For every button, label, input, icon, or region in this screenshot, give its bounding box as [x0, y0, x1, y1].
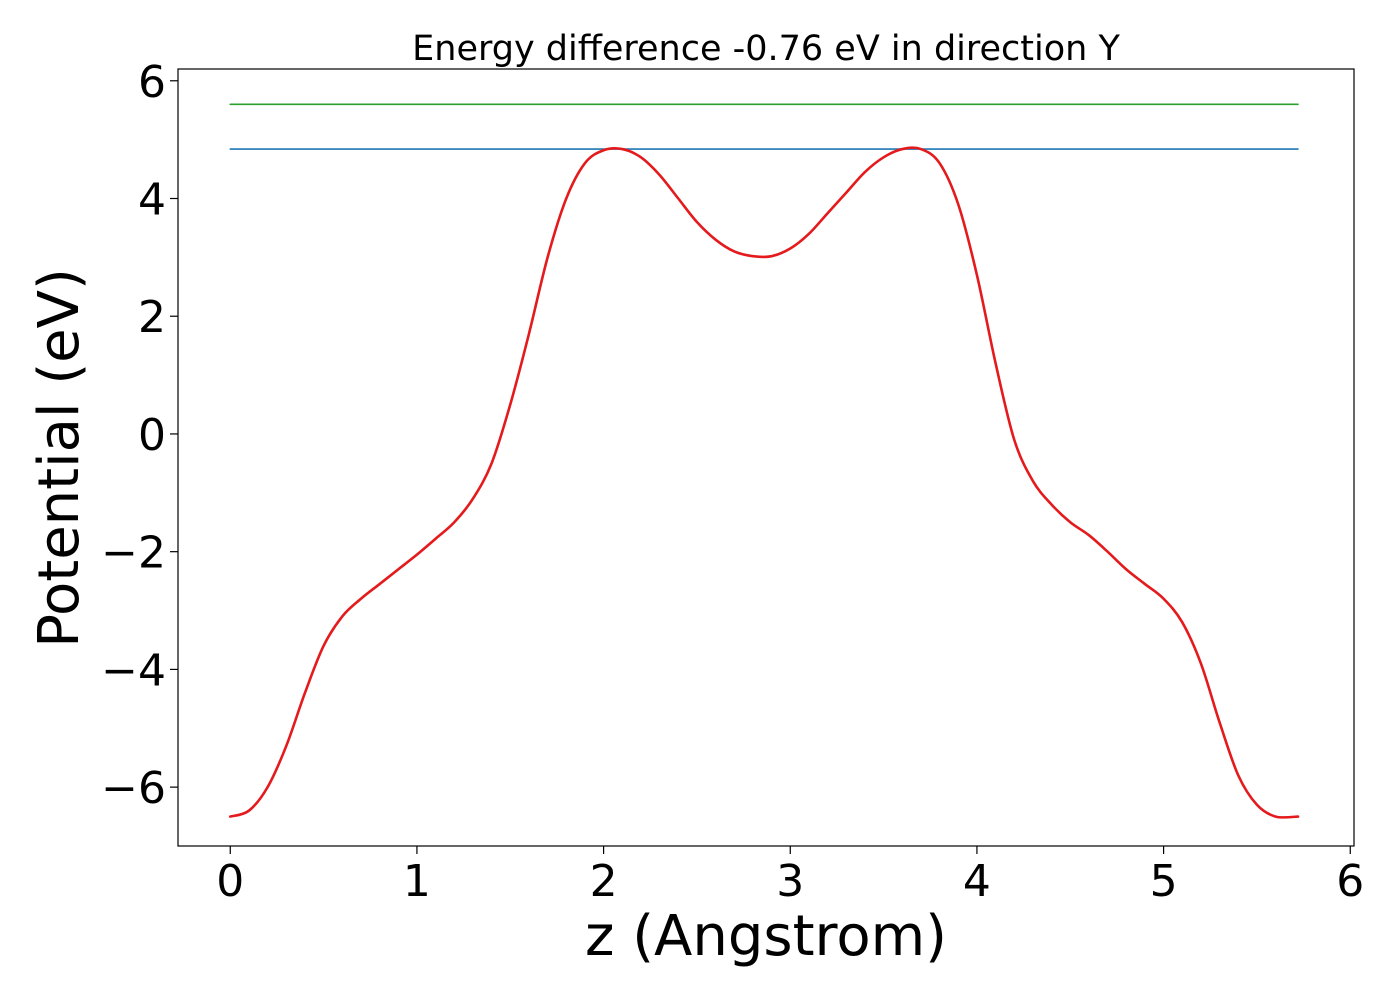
- x-tick-label: 4: [963, 856, 991, 907]
- x-tick-label: 5: [1150, 856, 1178, 907]
- ticks-layer: 0 1 2 3 4 5 6 −6 −4 −2 0 2 4 6: [101, 57, 1364, 907]
- y-axis-label: Potential (eV): [27, 268, 92, 648]
- y-tick-label: −4: [101, 645, 166, 696]
- y-tick-label: −6: [101, 763, 166, 814]
- x-tick-label: 6: [1336, 856, 1364, 907]
- series-line-3: [228, 146, 1300, 819]
- plot-frame: [177, 68, 1355, 847]
- series-layer: [228, 103, 1300, 819]
- chart-title: Energy difference -0.76 eV in direction …: [412, 29, 1120, 69]
- y-tick-label: 4: [138, 175, 166, 226]
- x-tick-label: 1: [403, 856, 431, 907]
- x-tick-label: 0: [216, 856, 244, 907]
- y-tick-label: −2: [101, 528, 166, 579]
- y-tick-label: 0: [138, 410, 166, 461]
- x-tick-label: 2: [590, 856, 618, 907]
- x-axis-label: z (Angstrom): [585, 904, 947, 969]
- y-tick-label: 6: [138, 57, 166, 108]
- x-tick-label: 3: [776, 856, 804, 907]
- y-tick-label: 2: [138, 292, 166, 343]
